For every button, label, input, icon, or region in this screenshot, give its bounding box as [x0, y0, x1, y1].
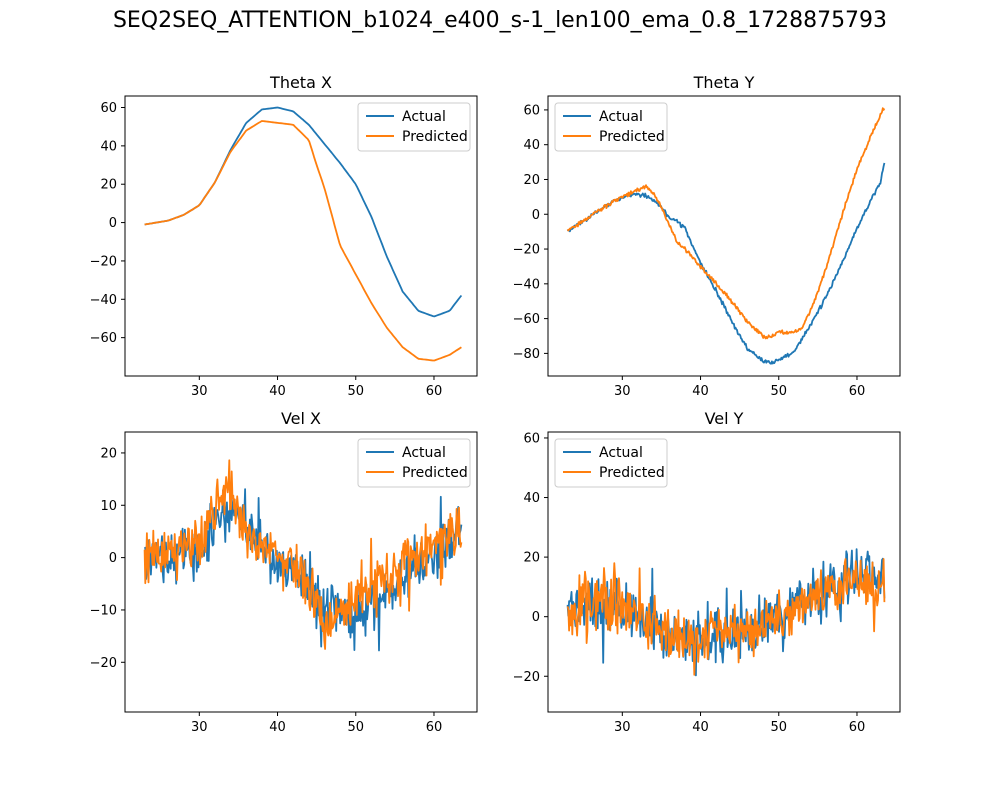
x-tick-label: 60 — [849, 720, 866, 735]
axes-frame — [547, 431, 901, 713]
x-tick-label: 50 — [770, 720, 787, 735]
series-line-predicted — [143, 459, 463, 650]
y-tick-label: −20 — [513, 670, 540, 685]
x-tick-label: 30 — [191, 720, 208, 735]
axes-frame — [124, 95, 478, 377]
x-tick-label: 40 — [692, 720, 709, 735]
y-tick-label: −10 — [90, 603, 117, 618]
y-tick-label: −40 — [90, 293, 117, 308]
figure-title: SEQ2SEQ_ATTENTION_b1024_e400_s-1_len100_… — [112, 8, 888, 33]
x-tick-label: 40 — [692, 384, 709, 399]
legend-label-predicted: Predicted — [599, 129, 665, 145]
x-tick-label: 60 — [426, 720, 443, 735]
legend-label-actual: Actual — [402, 109, 446, 125]
y-tick-label: 60 — [523, 431, 540, 446]
x-tick-label: 40 — [269, 720, 286, 735]
y-tick-label: −20 — [513, 243, 540, 258]
x-tick-label: 40 — [269, 384, 286, 399]
y-tick-label: 20 — [100, 178, 117, 193]
y-tick-label: 20 — [523, 173, 540, 188]
y-tick-label: −20 — [90, 254, 117, 269]
subplot-vel-x: Vel X 30 40 50 60 −20 −10 0 10 20 Actual Predicted — [90, 409, 478, 735]
y-tick-label: 20 — [100, 446, 117, 461]
legend: Actual Predicted — [554, 102, 668, 152]
y-tick-label: −60 — [513, 312, 540, 327]
x-tick-label: 50 — [347, 384, 364, 399]
y-tick-label: 40 — [523, 491, 540, 506]
y-tick-label: 40 — [523, 138, 540, 153]
y-tick-label: 60 — [100, 101, 117, 116]
series-line-actual — [566, 162, 886, 365]
subplot-vel-y: Vel Y 30 40 50 60 −20 0 20 40 60 Actual Predicted — [513, 409, 901, 735]
y-tick-label: 20 — [523, 551, 540, 566]
y-tick-label: 0 — [109, 551, 117, 566]
legend-label-actual: Actual — [402, 445, 446, 461]
y-tick-label: 10 — [100, 499, 117, 514]
x-tick-label: 30 — [614, 720, 631, 735]
subplot-title: Vel Y — [705, 409, 744, 428]
legend-label-actual: Actual — [599, 445, 643, 461]
y-tick-label: 40 — [100, 139, 117, 154]
y-tick-label: −40 — [513, 277, 540, 292]
axes-frame — [547, 95, 901, 377]
y-tick-label: 0 — [532, 610, 540, 625]
subplot-theta-y: Theta Y 30 40 50 60 −80 −60 −40 −20 0 20 40 60 Actual… — [513, 73, 901, 399]
y-tick-label: 60 — [523, 103, 540, 118]
y-tick-label: 0 — [532, 208, 540, 223]
y-tick-label: 0 — [109, 216, 117, 231]
x-tick-label: 50 — [347, 720, 364, 735]
legend-label-predicted: Predicted — [599, 465, 665, 481]
legend: Actual Predicted — [554, 438, 668, 488]
x-tick-label: 60 — [849, 384, 866, 399]
y-tick-label: −60 — [90, 331, 117, 346]
legend-label-actual: Actual — [599, 109, 643, 125]
subplot-theta-x: Theta X 30 40 50 60 −60 −40 −20 0 20 40 60 Actual Pre… — [90, 73, 478, 399]
x-tick-label: 30 — [191, 384, 208, 399]
x-tick-label: 60 — [426, 384, 443, 399]
legend-label-predicted: Predicted — [402, 129, 468, 145]
x-tick-label: 30 — [614, 384, 631, 399]
legend: Actual Predicted — [357, 102, 471, 152]
subplot-title: Theta X — [269, 73, 332, 92]
subplot-title: Theta Y — [693, 73, 755, 92]
series-line-predicted — [144, 120, 462, 362]
series-line-predicted — [566, 558, 886, 676]
axes-frame — [124, 431, 478, 713]
y-tick-label: −80 — [513, 347, 540, 362]
y-tick-label: −20 — [90, 656, 117, 671]
x-tick-label: 50 — [770, 384, 787, 399]
subplot-title: Vel X — [281, 409, 321, 428]
series-line-predicted — [566, 107, 886, 340]
legend-label-predicted: Predicted — [402, 465, 468, 481]
legend: Actual Predicted — [357, 438, 471, 488]
